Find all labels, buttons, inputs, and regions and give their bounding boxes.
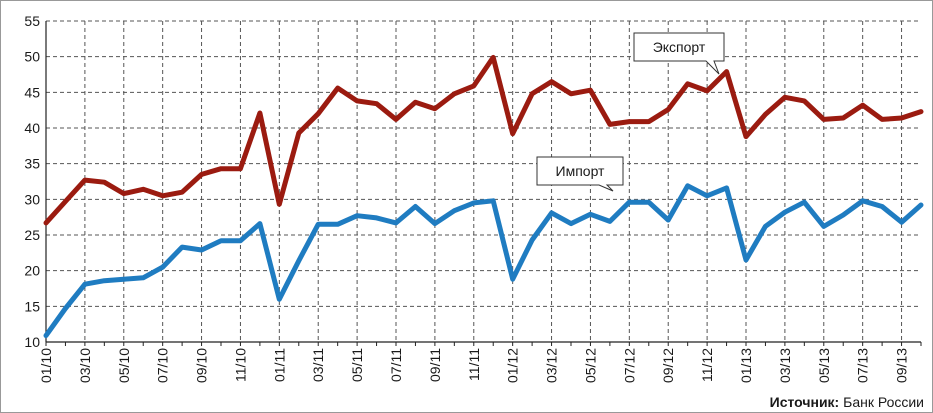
callout-label: Экспорт xyxy=(653,39,706,55)
series-line-export xyxy=(43,54,924,226)
x-tick-label: 09/10 xyxy=(194,348,210,383)
x-tick-label: 11/10 xyxy=(232,348,248,382)
y-tick-label: 10 xyxy=(24,334,40,350)
source-text: Банк России xyxy=(843,394,924,410)
y-tick-label: 40 xyxy=(24,120,40,136)
callout-box xyxy=(633,32,725,75)
series-lines xyxy=(43,54,924,339)
y-tick-label: 45 xyxy=(24,84,40,100)
x-tick-label: 03/12 xyxy=(544,348,560,383)
x-tick-label: 11/11 xyxy=(466,348,482,381)
source-note: Источник: Банк России xyxy=(770,394,924,410)
callout-box xyxy=(536,156,624,192)
x-tick-label: 03/10 xyxy=(77,348,93,383)
series-callouts: Экспорт Импорт xyxy=(536,32,725,192)
x-tick-label: 11/12 xyxy=(699,348,715,382)
x-tick-label: 09/12 xyxy=(660,348,676,383)
x-tick-label: 07/13 xyxy=(855,348,871,383)
x-tick-label: 09/13 xyxy=(894,348,910,383)
x-tick-label: 05/11 xyxy=(349,348,365,382)
y-tick-label: 25 xyxy=(24,227,40,243)
x-tick-label: 01/10 xyxy=(38,348,54,383)
callout-label: Импорт xyxy=(556,163,606,179)
x-tick-label: 07/10 xyxy=(155,348,171,383)
x-tick-label: 03/13 xyxy=(777,348,793,383)
gridlines xyxy=(45,20,921,342)
x-tick-label: 07/12 xyxy=(621,348,637,383)
x-tick-label: 01/11 xyxy=(271,348,287,382)
x-tick-label: 05/12 xyxy=(582,348,598,383)
x-tick-label: 01/13 xyxy=(738,348,754,383)
x-tick-label: 09/11 xyxy=(427,348,443,382)
axes: 10 15 20 25 30 35 40 45 50 55 01/10 03/10 05/10 07/10… xyxy=(24,13,922,383)
x-tick-label: 05/13 xyxy=(816,348,832,383)
y-tick-label: 50 xyxy=(24,49,40,65)
callout-export: Экспорт xyxy=(633,32,725,75)
source-label: Источник: xyxy=(769,394,840,410)
x-tick-label: 03/11 xyxy=(310,348,326,382)
y-tick-label: 30 xyxy=(24,191,40,207)
callout-import: Импорт xyxy=(536,156,624,192)
y-tick-label: 20 xyxy=(24,263,40,279)
x-tick-label: 05/10 xyxy=(116,348,132,383)
y-tick-label: 55 xyxy=(24,13,40,29)
series-line-import xyxy=(43,183,924,339)
y-tick-label: 35 xyxy=(24,156,40,172)
x-tick-label: 01/12 xyxy=(505,348,521,383)
y-tick-label: 15 xyxy=(24,298,40,314)
x-tick-label: 07/11 xyxy=(388,348,404,382)
